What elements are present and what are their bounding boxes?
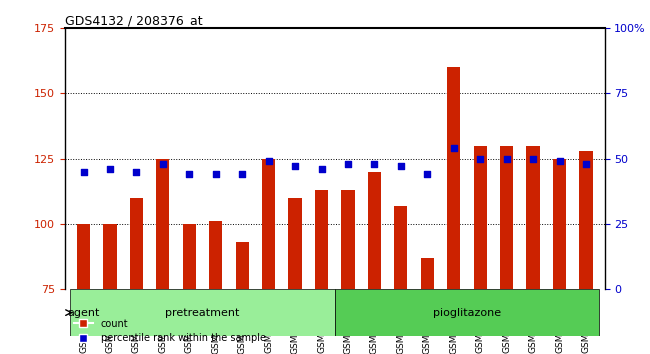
Bar <box>183 224 196 289</box>
Text: GDS4132 / 208376_at: GDS4132 / 208376_at <box>65 14 203 27</box>
Point <box>263 158 274 164</box>
Bar <box>315 190 328 289</box>
Bar <box>289 198 302 289</box>
Bar <box>421 258 434 289</box>
Legend: count, percentile rank within the sample: count, percentile rank within the sample <box>70 315 270 347</box>
Bar <box>553 159 566 289</box>
Point <box>528 156 538 161</box>
Bar <box>447 67 460 289</box>
Bar <box>579 151 593 289</box>
Bar <box>156 159 170 289</box>
FancyBboxPatch shape <box>70 289 335 336</box>
Point <box>184 171 194 177</box>
Bar <box>262 159 275 289</box>
Bar <box>103 224 116 289</box>
Point <box>396 164 406 169</box>
Point <box>448 145 459 151</box>
Point <box>158 161 168 167</box>
Bar <box>209 221 222 289</box>
Point <box>317 166 327 172</box>
Point <box>422 171 432 177</box>
Text: agent: agent <box>67 308 99 318</box>
Bar <box>235 242 249 289</box>
Bar <box>395 206 408 289</box>
Point <box>554 158 565 164</box>
Text: pretreatment: pretreatment <box>165 308 240 318</box>
Bar <box>368 172 381 289</box>
Point <box>131 169 142 175</box>
Bar <box>341 190 355 289</box>
Point <box>475 156 486 161</box>
Bar <box>77 224 90 289</box>
Text: pioglitazone: pioglitazone <box>433 308 501 318</box>
Point <box>343 161 353 167</box>
FancyBboxPatch shape <box>335 289 599 336</box>
Bar <box>130 198 143 289</box>
Point <box>78 169 88 175</box>
Bar <box>526 145 539 289</box>
Point <box>211 171 221 177</box>
Point <box>501 156 512 161</box>
Bar <box>474 145 487 289</box>
Point <box>237 171 248 177</box>
Point <box>290 164 300 169</box>
Bar <box>500 145 514 289</box>
Point <box>369 161 380 167</box>
Point <box>105 166 115 172</box>
Point <box>581 161 592 167</box>
